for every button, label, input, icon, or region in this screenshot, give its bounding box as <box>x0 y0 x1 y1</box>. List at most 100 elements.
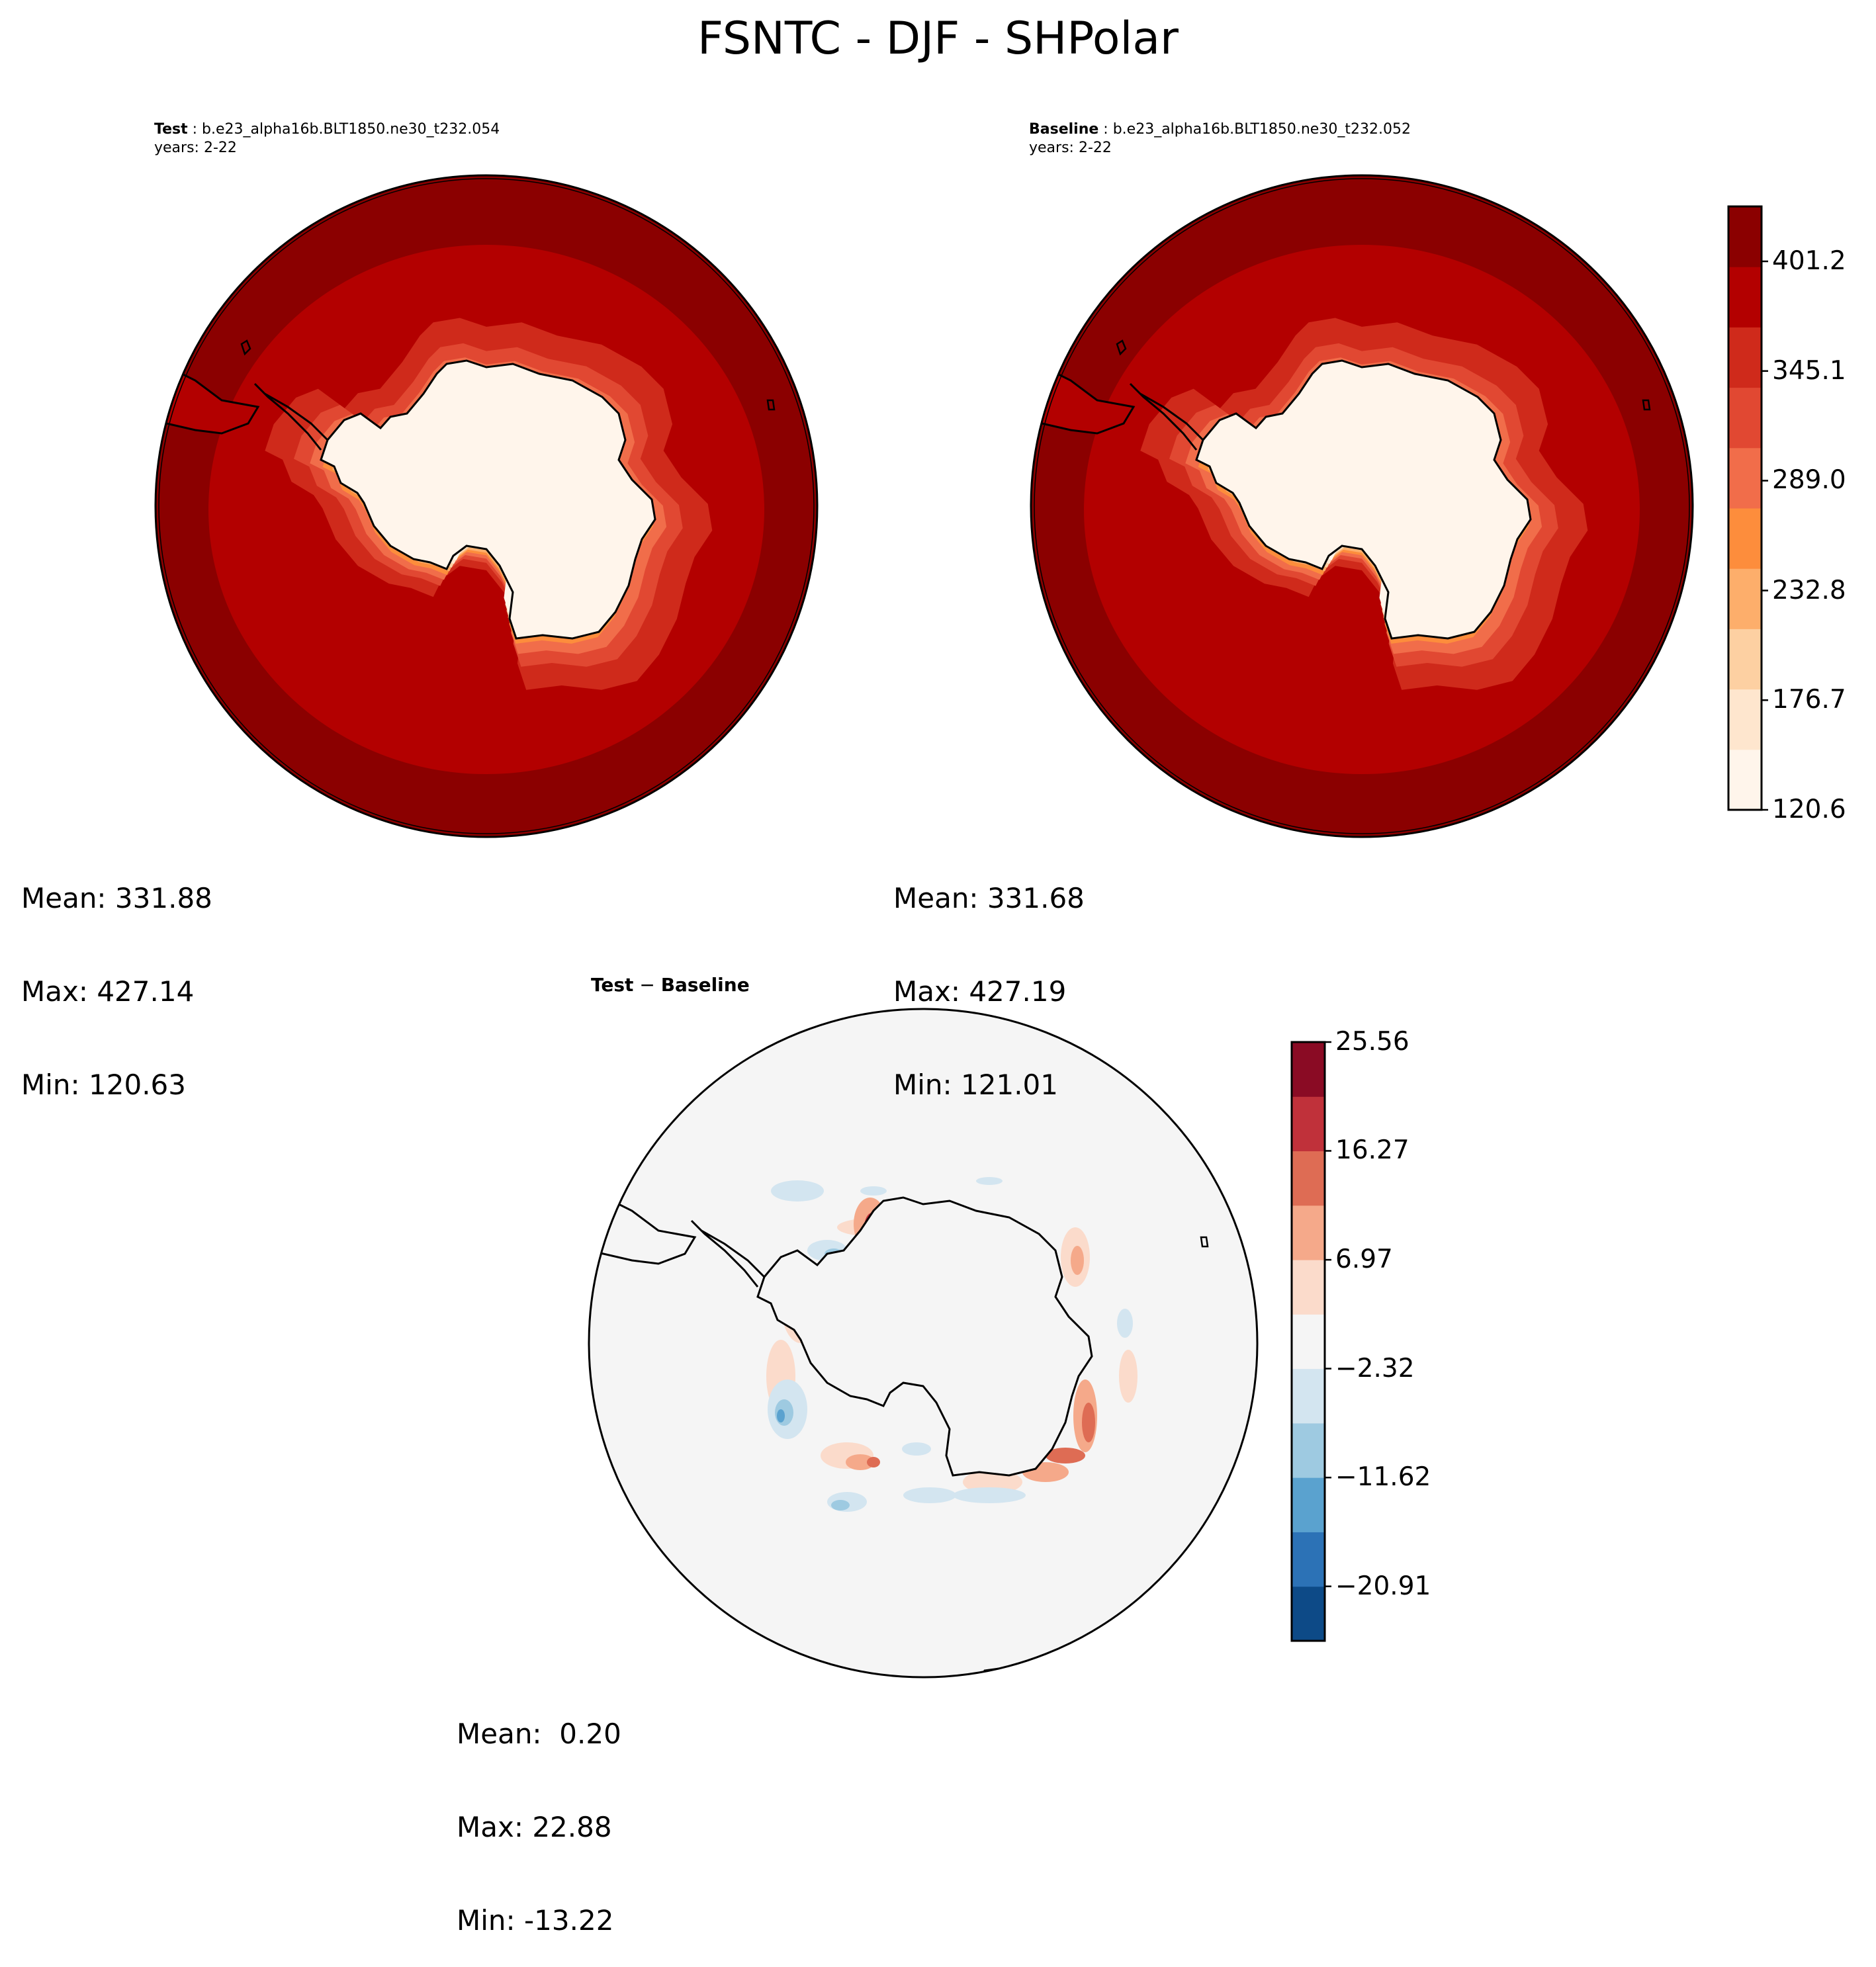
antarctica-coastline <box>1195 359 1532 640</box>
island <box>1116 339 1127 356</box>
colorbar-segment <box>1292 1260 1325 1315</box>
difference-panel-title: Test − Baseline <box>591 974 750 996</box>
figure-title: FSNTC - DJF - SHPolar <box>697 13 1179 65</box>
baseline-map <box>1031 175 1693 837</box>
difference-stat-max: Max: 22.88 <box>457 1811 612 1843</box>
colorbar-tick-label: −11.62 <box>1335 1462 1431 1493</box>
island <box>1200 1236 1209 1248</box>
baseline-stat-mean: Mean: 331.68 <box>893 882 1085 914</box>
test-stat-mean: Mean: 331.88 <box>21 882 212 914</box>
colorbar-segment <box>1728 327 1762 388</box>
island <box>1642 399 1651 411</box>
colorbar-segment <box>1292 1205 1325 1260</box>
baseline-stat-max: Max: 427.19 <box>893 975 1067 1008</box>
difference-contour <box>976 1177 1003 1185</box>
test-map-inner-frame <box>158 178 815 834</box>
colorbar-segment <box>1728 508 1762 569</box>
difference-stat-mean: Mean: 0.20 <box>457 1718 621 1750</box>
colorbar-segment <box>1292 1586 1325 1641</box>
colorbar-segment <box>1728 568 1762 629</box>
test-panel-title: Test : b.e23_alpha16b.BLT1850.ne30_t232.… <box>154 120 500 157</box>
test-stats: Mean: 331.88 Max: 427.14 Min: 120.63 <box>21 820 212 1131</box>
colorbar-frame <box>1727 205 1763 811</box>
difference-stats: Mean: 0.20 Max: 22.88 Min: -13.22 <box>457 1656 621 1967</box>
peninsula-coastline <box>1129 382 1204 451</box>
new-zealand-outline <box>1417 830 1446 837</box>
difference-map <box>589 1009 1257 1677</box>
baseline-separator: : <box>1098 121 1113 138</box>
test-years: years: 2-22 <box>154 140 237 156</box>
test-label: Test <box>154 121 188 138</box>
colorbar-segment <box>1728 447 1762 509</box>
island <box>240 339 251 356</box>
baseline-label: Baseline <box>1029 121 1099 138</box>
baseline-stats: Mean: 331.68 Max: 427.19 Min: 121.01 <box>893 820 1085 1131</box>
colorbar-tick-label: −20.91 <box>1335 1571 1431 1601</box>
baseline-stat-min: Min: 121.01 <box>893 1069 1058 1101</box>
colorbar-segment <box>1292 1422 1325 1478</box>
difference-contour <box>953 1487 1026 1503</box>
difference-label-right: Baseline <box>660 974 750 996</box>
baseline-map-frame <box>1030 174 1694 838</box>
difference-label-op: − <box>633 974 661 996</box>
colorbar-tick-label: 16.27 <box>1335 1135 1409 1166</box>
baseline-case-name: b.e23_alpha16b.BLT1850.ne30_t232.052 <box>1112 121 1411 138</box>
colorbar-tick-label: 232.8 <box>1772 575 1846 605</box>
colorbar-segment <box>1292 1532 1325 1587</box>
antarctica-coastline <box>756 1196 1093 1477</box>
antarctica-coastline <box>320 359 656 640</box>
colorbar-segment <box>1728 749 1762 810</box>
test-stat-max: Max: 427.14 <box>21 975 195 1008</box>
figure-canvas <box>154 174 1768 1679</box>
difference-contour <box>902 1442 931 1456</box>
difference-contour <box>1119 1350 1138 1403</box>
colorbar-segment <box>1292 1096 1325 1152</box>
peninsula-coastline <box>690 1219 766 1288</box>
colorbar-tick-label: 289.0 <box>1772 465 1846 496</box>
difference-contour <box>867 1457 880 1467</box>
colorbar-segment <box>1728 689 1762 750</box>
colorbar-difference <box>1290 1041 1331 1642</box>
baseline-years: years: 2-22 <box>1029 140 1112 156</box>
baseline-map-inner-frame <box>1034 178 1690 834</box>
colorbar-tick-label: 176.7 <box>1772 685 1846 715</box>
colorbar-top <box>1727 205 1768 811</box>
colorbar-frame <box>1290 1041 1326 1642</box>
island <box>766 399 776 411</box>
colorbar-segment <box>1292 1477 1325 1532</box>
new-zealand-outline <box>541 830 570 837</box>
difference-contour <box>860 1186 887 1196</box>
colorbar-segment <box>1728 267 1762 328</box>
colorbar-segment <box>1292 1314 1325 1370</box>
test-stat-min: Min: 120.63 <box>21 1069 186 1101</box>
colorbar-tick-label: −2.32 <box>1335 1353 1415 1383</box>
test-map-frame <box>154 174 819 838</box>
difference-contour <box>846 1454 875 1470</box>
difference-stat-min: Min: -13.22 <box>457 1904 614 1937</box>
difference-map-frame <box>588 1008 1259 1679</box>
colorbar-segment <box>1728 387 1762 449</box>
colorbar-tick-label: 6.97 <box>1335 1245 1393 1275</box>
difference-label-left: Test <box>591 974 634 996</box>
difference-contour <box>1117 1309 1133 1338</box>
difference-contour <box>1046 1448 1085 1464</box>
colorbar-segment <box>1292 1368 1325 1424</box>
colorbar-segment <box>1728 629 1762 690</box>
difference-contour <box>831 1500 850 1510</box>
colorbar-tick-label: 120.6 <box>1772 795 1846 824</box>
test-map <box>156 175 817 837</box>
difference-contour <box>903 1487 956 1503</box>
test-separator: : <box>187 121 202 138</box>
colorbar-tick-label: 401.2 <box>1772 246 1846 277</box>
colorbar-tick-label: 345.1 <box>1772 355 1846 386</box>
test-case-name: b.e23_alpha16b.BLT1850.ne30_t232.054 <box>202 121 500 138</box>
baseline-panel-title: Baseline : b.e23_alpha16b.BLT1850.ne30_t… <box>1029 120 1411 157</box>
difference-contour <box>1082 1403 1095 1442</box>
colorbar-tick-label: 25.56 <box>1335 1027 1409 1057</box>
difference-contour <box>1071 1246 1084 1275</box>
colorbar-segment <box>1292 1151 1325 1206</box>
difference-contour <box>777 1409 785 1422</box>
colorbar-segment <box>1292 1042 1325 1097</box>
difference-contour <box>771 1180 824 1202</box>
colorbar-segment <box>1728 206 1762 267</box>
